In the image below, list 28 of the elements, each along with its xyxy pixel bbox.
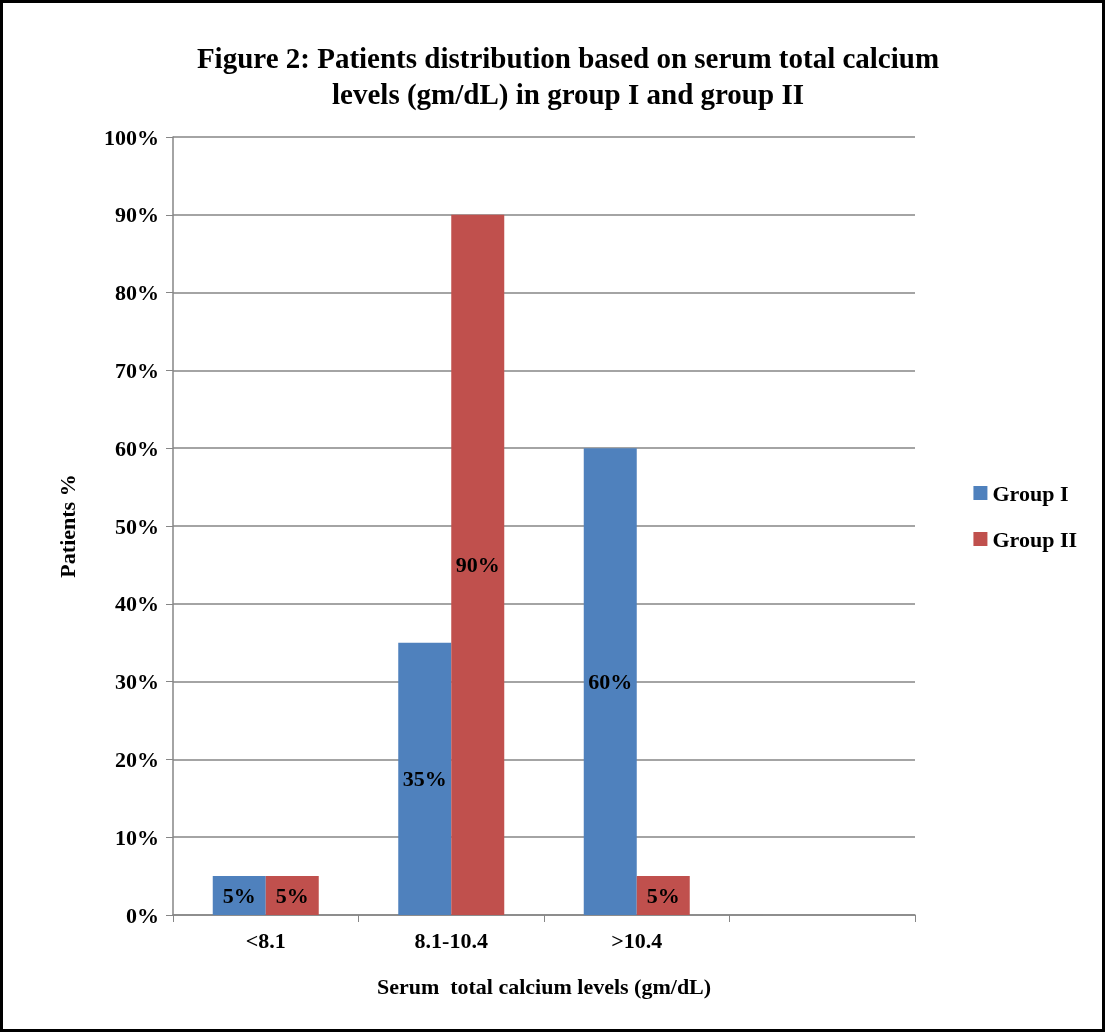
y-tick-label: 80%	[115, 280, 159, 306]
data-label: 5%	[222, 883, 256, 909]
data-label: 35%	[402, 766, 447, 792]
y-tick-label: 70%	[115, 357, 159, 383]
x-tick-label: <8.1	[245, 927, 286, 953]
legend-label: Group I	[992, 480, 1069, 506]
data-label: 90%	[455, 552, 500, 578]
y-tick-label: 20%	[115, 746, 159, 772]
bar	[451, 214, 505, 915]
y-tick-label: 10%	[115, 824, 159, 850]
data-label: 60%	[588, 669, 633, 695]
bar	[398, 642, 452, 915]
y-tick-label: 60%	[115, 435, 159, 461]
y-tick-label: 40%	[115, 591, 159, 617]
bar	[583, 448, 637, 915]
chart-title: Figure 2: Patients distribution based on serum total calcium levels (gm/dL) in group I and group II	[196, 42, 940, 111]
y-tick-label: 50%	[115, 513, 159, 539]
data-label: 5%	[646, 883, 680, 909]
y-tick-label: 30%	[115, 669, 159, 695]
x-tick-label: >10.4	[611, 927, 663, 953]
legend-label: Group II	[992, 526, 1077, 552]
y-tick-label: 100%	[104, 124, 159, 150]
y-tick-label: 90%	[115, 202, 159, 228]
y-tick-label: 0%	[126, 902, 159, 928]
x-axis-title: Serum total calcium levels (gm/dL)	[376, 973, 712, 999]
data-label: 5%	[275, 883, 309, 909]
y-axis-title: Patients %	[54, 474, 80, 578]
x-tick-label: 8.1-10.4	[414, 927, 488, 953]
